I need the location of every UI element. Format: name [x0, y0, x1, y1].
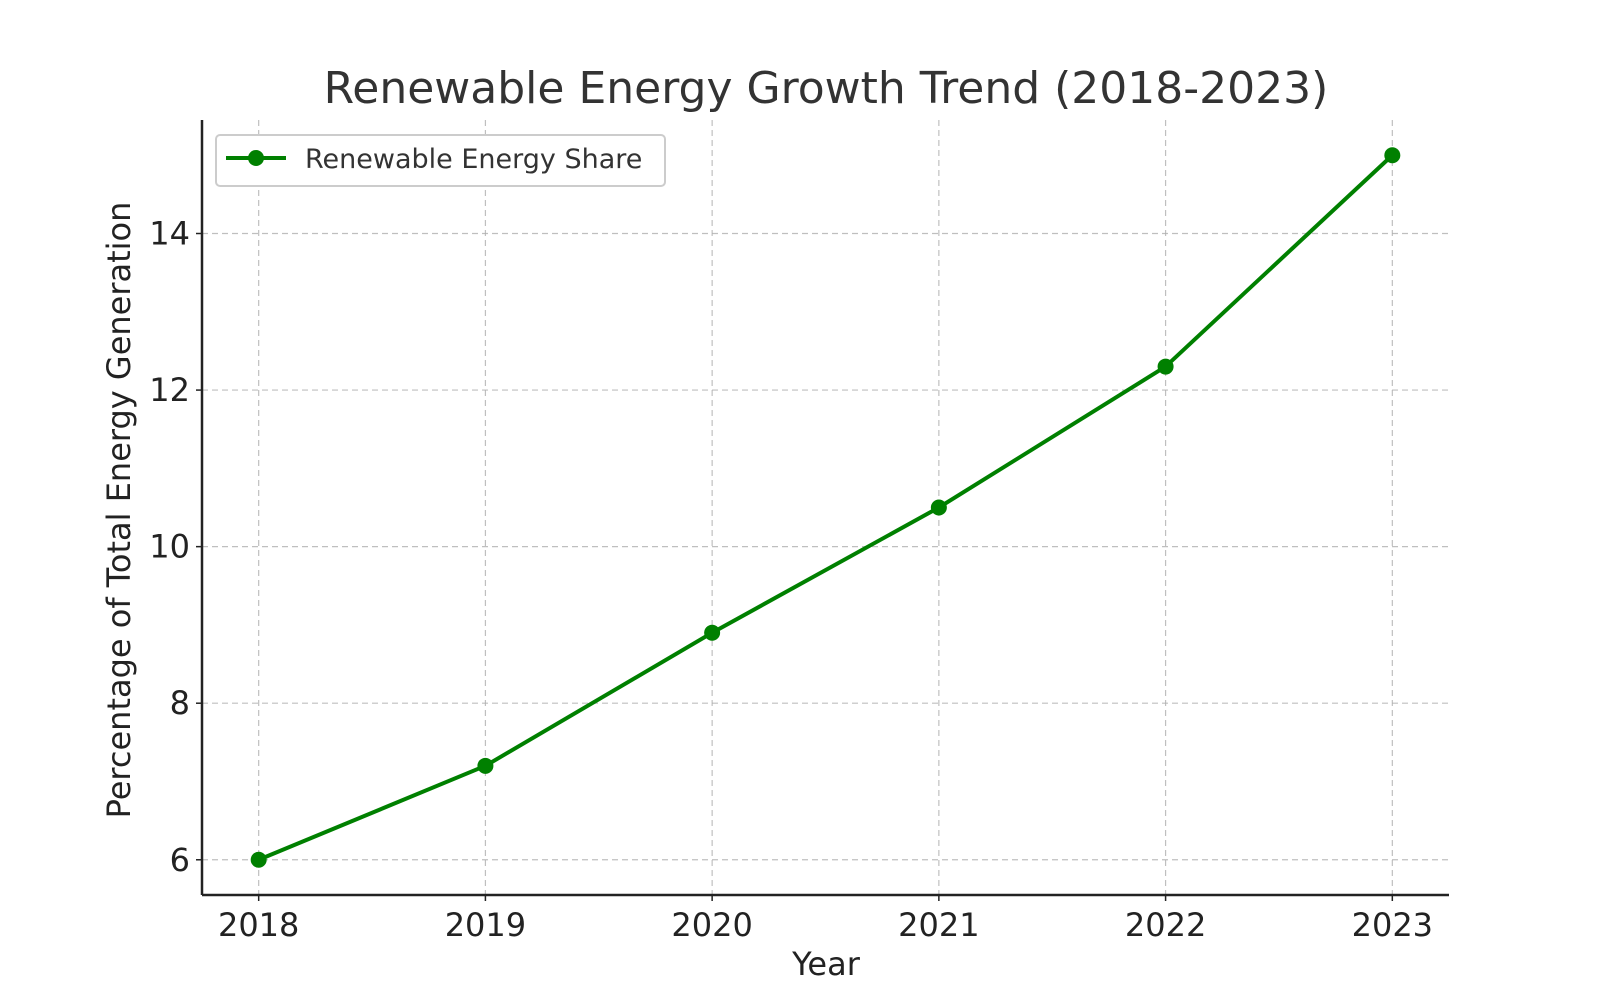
axes-layer — [200, 120, 1449, 897]
data-point — [1157, 358, 1174, 375]
data-point — [477, 757, 494, 774]
y-axis-label: Percentage of Total Energy Generation — [100, 202, 138, 819]
x-axis-label: Year — [791, 945, 861, 983]
data-point — [1384, 147, 1401, 164]
grid-layer — [202, 120, 1449, 895]
x-tick-label: 2021 — [898, 906, 979, 944]
ticks-layer: 2018 2019 2020 2021 2022 2023 6 8 10 12 14 — [149, 215, 1433, 944]
y-tick-label: 8 — [170, 684, 190, 722]
x-tick-label: 2018 — [218, 906, 299, 944]
series-layer — [250, 147, 1401, 868]
x-tick-label: 2019 — [445, 906, 526, 944]
y-tick-label: 12 — [149, 371, 190, 409]
y-tick-label: 10 — [149, 528, 190, 566]
legend-box — [215, 134, 666, 187]
x-tick-label: 2023 — [1352, 906, 1433, 944]
legend-marker-swatch — [248, 150, 264, 166]
data-point — [704, 624, 721, 641]
legend: Renewable Energy Share — [215, 134, 666, 187]
data-point — [250, 851, 267, 868]
x-tick-label: 2020 — [671, 906, 752, 944]
legend-label: Renewable Energy Share — [305, 144, 642, 175]
data-point — [930, 499, 947, 516]
x-tick-label: 2022 — [1125, 906, 1206, 944]
series-line — [256, 153, 1395, 862]
y-tick-label: 14 — [149, 215, 190, 253]
y-tick-label: 6 — [170, 841, 190, 879]
chart-title: Renewable Energy Growth Trend (2018-2023… — [324, 63, 1329, 114]
